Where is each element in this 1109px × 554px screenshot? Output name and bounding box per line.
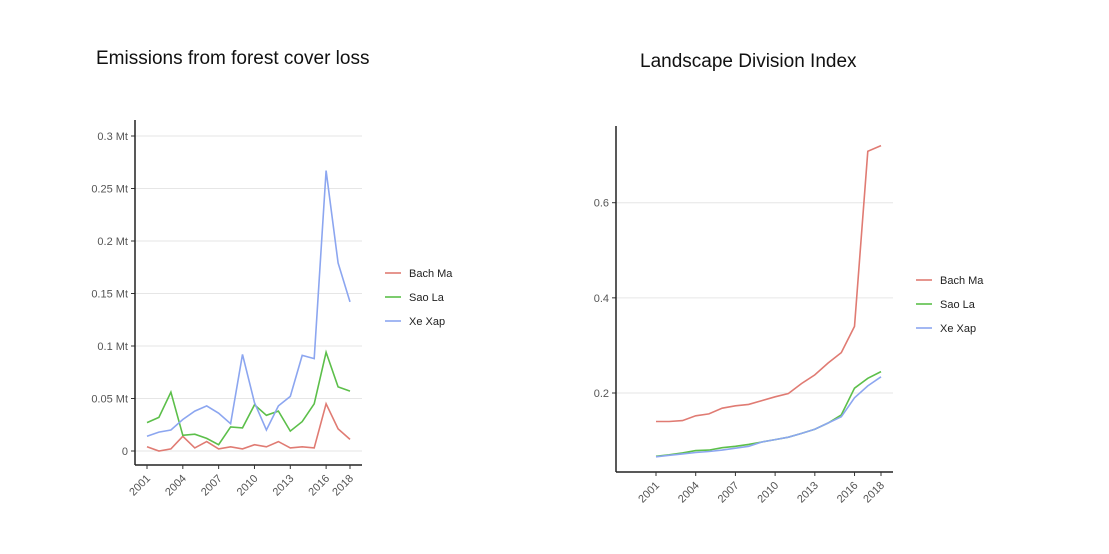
chart-title: Emissions from forest cover loss — [96, 48, 369, 69]
x-tick-label: 2013 — [795, 480, 821, 506]
y-tick-label: 0.3 Mt — [97, 131, 128, 143]
y-tick-label: 0.4 — [594, 293, 609, 305]
x-tick-label: 2004 — [163, 473, 189, 499]
x-tick-label: 2007 — [199, 473, 225, 499]
y-tick-label: 0.15 Mt — [91, 289, 128, 301]
x-tick-label: 2010 — [755, 480, 781, 506]
x-tick-label: 2016 — [835, 480, 861, 506]
legend-label: Xe Xap — [409, 316, 445, 328]
y-tick-label: 0 — [122, 446, 128, 458]
x-tick-label: 2013 — [271, 473, 297, 499]
chart-1: Landscape Division Index 0.2 0.4 0.6 2001 200… — [594, 51, 985, 505]
legend-label: Sao La — [409, 292, 445, 304]
x-tick-label: 2010 — [235, 473, 261, 499]
y-tick-label: 0.1 Mt — [97, 341, 128, 353]
x-tick-label: 2001 — [636, 480, 662, 506]
series-line-sao-la — [655, 370, 882, 458]
y-tick-label: 0.25 Mt — [91, 184, 128, 196]
x-tick-label: 2018 — [330, 473, 356, 499]
x-tick-label: 2016 — [306, 473, 332, 499]
x-tick-label: 2018 — [861, 480, 887, 506]
y-tick-label: 0.2 Mt — [97, 236, 128, 248]
series-line-xe-xap — [146, 170, 351, 438]
legend-label: Sao La — [940, 299, 976, 311]
series-line-sao-la — [146, 349, 351, 446]
series-line-bach-ma — [146, 401, 351, 452]
series-line-xe-xap — [655, 376, 882, 458]
legend-label: Xe Xap — [940, 323, 976, 335]
series-line-bach-ma — [656, 144, 882, 423]
legend-label: Bach Ma — [940, 275, 984, 287]
y-tick-label: 0.6 — [594, 198, 609, 210]
x-tick-label: 2004 — [676, 480, 702, 506]
x-tick-label: 2007 — [716, 480, 742, 506]
y-tick-label: 0.2 — [594, 388, 609, 400]
chart-0: Emissions from forest cover loss 0 0.05 Mt… — [91, 48, 453, 498]
legend-label: Bach Ma — [409, 268, 453, 280]
y-tick-label: 0.05 Mt — [91, 394, 128, 406]
chart-title: Landscape Division Index — [640, 51, 857, 72]
x-tick-label: 2001 — [127, 473, 153, 499]
